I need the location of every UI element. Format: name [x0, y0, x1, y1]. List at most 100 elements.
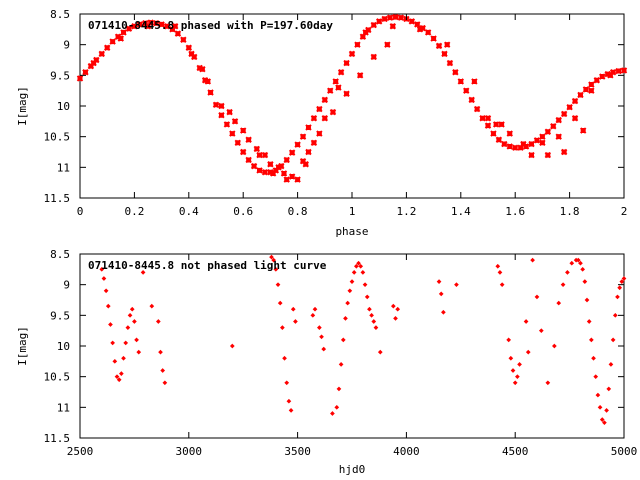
data-point: [99, 266, 105, 272]
y-tick-label: 10.5: [44, 371, 71, 384]
data-point: [294, 176, 301, 183]
data-point: [560, 148, 568, 156]
data-point: [103, 288, 109, 294]
y-tick-label: 10.5: [44, 131, 71, 144]
data-point: [116, 377, 122, 383]
data-point: [370, 53, 377, 61]
data-point: [231, 118, 239, 125]
data-point: [256, 151, 263, 159]
data-point: [354, 41, 361, 48]
data-point: [121, 355, 126, 361]
data-point: [530, 257, 535, 263]
data-point: [305, 124, 312, 131]
data-point: [588, 87, 595, 94]
data-point: [305, 148, 312, 156]
data-point: [129, 306, 135, 312]
data-point: [349, 279, 355, 284]
data-point: [612, 312, 618, 318]
data-point: [275, 282, 281, 288]
x-tick-label: 3000: [176, 445, 203, 458]
data-point: [105, 303, 111, 309]
data-point: [108, 322, 113, 327]
data-point: [103, 44, 111, 51]
data-point: [441, 50, 448, 58]
data-point: [132, 319, 137, 324]
data-point: [109, 38, 116, 45]
data-point: [191, 53, 198, 61]
y-axis-label-top: I[mag]: [16, 86, 29, 126]
data-point: [534, 294, 540, 300]
data-point: [362, 282, 368, 288]
data-point: [373, 325, 379, 330]
data-point: [312, 306, 318, 312]
data-point: [271, 257, 277, 263]
data-point: [140, 270, 146, 275]
data-point: [82, 69, 89, 76]
data-point: [272, 167, 280, 174]
data-point: [538, 328, 544, 334]
data-point: [302, 161, 309, 168]
data-point: [329, 108, 337, 116]
data-point: [169, 26, 176, 33]
data-point: [615, 67, 622, 75]
data-point: [158, 349, 163, 355]
data-point: [277, 300, 283, 306]
data-point: [256, 167, 263, 174]
data-point: [550, 123, 557, 130]
y-tick-label: 11: [57, 401, 70, 414]
data-point: [604, 408, 609, 413]
data-point: [280, 170, 288, 177]
data-point: [608, 362, 614, 367]
data-point: [484, 122, 492, 129]
data-point: [414, 21, 421, 28]
x-tick-label: 2: [621, 205, 628, 218]
data-point: [430, 35, 437, 42]
data-point: [593, 374, 599, 380]
data-point: [162, 380, 168, 386]
data-point: [525, 349, 531, 355]
data-point: [223, 121, 231, 128]
chart-top: 0 0.2 0.4 0.6 0.8 1 1.2 1.4 1.6 1.8 2 8.5 9 9.5 10 10.5…: [16, 8, 627, 238]
data-point: [617, 285, 622, 291]
data-point: [615, 294, 620, 300]
data-point: [158, 21, 165, 28]
data-point: [506, 143, 513, 150]
data-point: [386, 14, 394, 21]
y-tick-label: 11.5: [44, 192, 71, 205]
data-point: [299, 157, 307, 165]
data-point: [591, 355, 596, 361]
data-point: [520, 140, 527, 148]
data-point: [377, 349, 383, 355]
data-point: [351, 270, 357, 275]
data-point: [560, 282, 566, 288]
data-point: [435, 42, 443, 50]
data-point: [299, 133, 307, 140]
y-tick-label: 10: [57, 100, 70, 113]
x-tick-label: 5000: [611, 445, 638, 458]
data-point: [340, 337, 346, 343]
data-point: [555, 133, 562, 140]
data-point: [93, 56, 100, 64]
data-point: [454, 282, 459, 288]
data-point: [495, 263, 501, 269]
data-point: [517, 144, 524, 151]
data-point: [152, 19, 160, 27]
data-point: [492, 121, 500, 128]
data-point: [369, 312, 374, 318]
data-point: [571, 115, 579, 122]
data-point: [226, 108, 233, 116]
data-point: [334, 404, 340, 410]
data-point: [114, 374, 120, 380]
data-point: [604, 70, 611, 78]
x-tick-label: 1: [349, 205, 356, 218]
data-point: [261, 151, 269, 159]
data-point: [245, 136, 252, 143]
data-point: [602, 420, 607, 426]
data-point: [207, 89, 214, 96]
data-point: [498, 121, 505, 128]
data-point: [619, 279, 625, 284]
data-point: [621, 276, 627, 281]
x-tick-label: 0.2: [124, 205, 144, 218]
x-tick-label: 0: [77, 205, 84, 218]
data-point: [199, 65, 206, 73]
